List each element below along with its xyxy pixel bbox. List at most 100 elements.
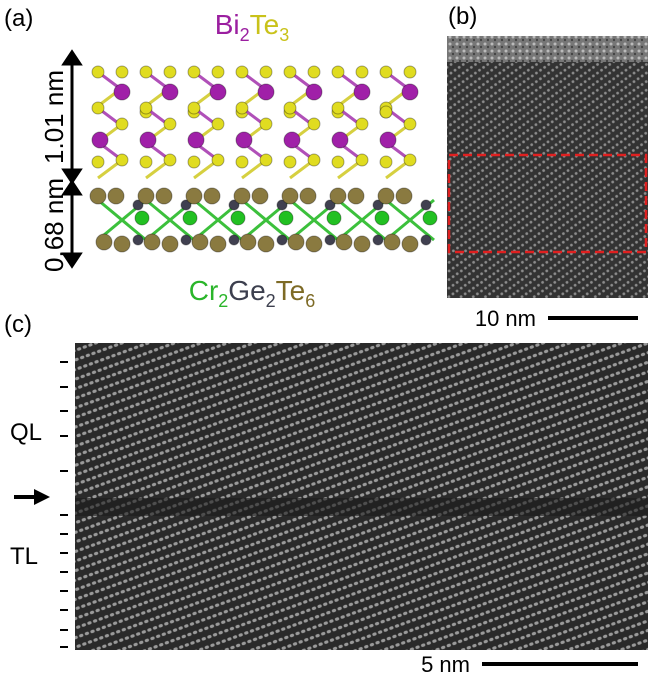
atom (348, 188, 364, 204)
atom (284, 102, 296, 114)
atom (156, 188, 172, 204)
formula-part: Te (276, 275, 306, 306)
atom (92, 156, 104, 168)
atom (212, 66, 224, 78)
atom (164, 118, 176, 130)
atom (332, 156, 344, 168)
atom (402, 236, 418, 252)
atom (192, 234, 208, 250)
layer-label: TL (10, 543, 38, 570)
atom (231, 211, 245, 225)
atom (396, 188, 412, 204)
atom (282, 188, 298, 204)
atom (260, 66, 272, 78)
atom (308, 154, 320, 166)
atom (258, 236, 274, 252)
formula-part: 2 (218, 291, 228, 311)
atom (162, 84, 178, 100)
formula-part: Ge (228, 275, 265, 306)
formula: Bi2Te3 (215, 9, 290, 45)
atom (114, 236, 130, 252)
atom (140, 132, 156, 148)
panel-label: (a) (4, 5, 33, 32)
atom (260, 154, 272, 166)
scale-label: 10 nm (475, 306, 536, 331)
atom (188, 102, 200, 114)
formula-part: Cr (189, 275, 219, 306)
atom (354, 84, 370, 100)
atom (300, 188, 316, 204)
formula-part: Te (250, 9, 280, 40)
atom (188, 156, 200, 168)
atom (404, 118, 416, 130)
atom (375, 211, 389, 225)
layer-label: QL (10, 419, 42, 446)
panel-label: (c) (4, 311, 32, 338)
formula-part: 3 (279, 25, 289, 45)
atom (336, 234, 352, 250)
scale-label: 5 nm (421, 652, 470, 677)
atom (356, 154, 368, 166)
atom (204, 188, 220, 204)
atom (327, 211, 341, 225)
crystal-structure (90, 66, 437, 252)
atom (212, 154, 224, 166)
layer-ticks (60, 362, 68, 647)
atom (162, 236, 178, 252)
atom (140, 66, 152, 78)
atom (108, 188, 124, 204)
atom (114, 84, 130, 100)
atom (356, 118, 368, 130)
atom (212, 118, 224, 130)
atom (258, 84, 274, 100)
panel-label: (b) (448, 3, 477, 30)
atom (354, 236, 370, 252)
atom (308, 118, 320, 130)
atom (306, 84, 322, 100)
atom (308, 66, 320, 78)
thickness-label: 1.01 nm (39, 70, 69, 164)
formula-part: 6 (305, 291, 315, 311)
atom (92, 102, 104, 114)
atom (186, 188, 202, 204)
interface-arrow (14, 489, 50, 505)
tem-image (447, 36, 648, 298)
atom (373, 235, 383, 245)
atom (279, 211, 293, 225)
atom (135, 211, 149, 225)
atom (260, 118, 272, 130)
atom (164, 66, 176, 78)
atom (90, 188, 106, 204)
atom (164, 154, 176, 166)
atom (138, 188, 154, 204)
atom (240, 234, 256, 250)
atom (140, 156, 152, 168)
atom (229, 235, 239, 245)
atom (92, 132, 108, 148)
atom (356, 66, 368, 78)
atom (284, 156, 296, 168)
interface (75, 498, 648, 516)
atom (210, 84, 226, 100)
formula: Cr2Ge2Te6 (189, 275, 316, 311)
atom (144, 234, 160, 250)
atom (404, 154, 416, 166)
atom (252, 188, 268, 204)
figure: (a) Bi2Te3 1.01 nm 0.68 nm Cr2Ge2Te6 (b)… (0, 0, 648, 681)
formula-part: 2 (266, 291, 276, 311)
atom (332, 66, 344, 78)
atom (116, 66, 128, 78)
atom (404, 66, 416, 78)
atom (133, 235, 143, 245)
atom (380, 66, 392, 78)
atom (402, 84, 418, 100)
atom (325, 235, 335, 245)
atom (380, 106, 392, 118)
atom (284, 132, 300, 148)
atom (188, 132, 204, 148)
atom (188, 66, 200, 78)
atom (92, 66, 104, 78)
atom (181, 235, 191, 245)
atom (236, 132, 252, 148)
tem-image (75, 343, 648, 650)
